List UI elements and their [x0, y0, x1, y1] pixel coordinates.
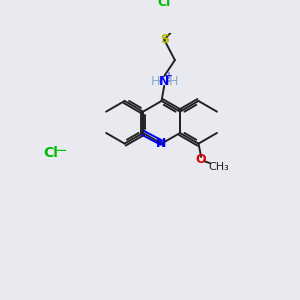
Text: CH₃: CH₃ [208, 162, 229, 172]
Text: N: N [159, 75, 169, 88]
Text: N: N [155, 137, 166, 150]
Text: Cl: Cl [43, 146, 58, 161]
Text: −: − [55, 143, 68, 158]
Text: H: H [168, 75, 178, 88]
Text: +: + [164, 71, 172, 81]
Text: O: O [196, 153, 206, 166]
Text: Cl: Cl [158, 0, 171, 9]
Text: H: H [151, 75, 160, 88]
Text: S: S [160, 33, 169, 46]
